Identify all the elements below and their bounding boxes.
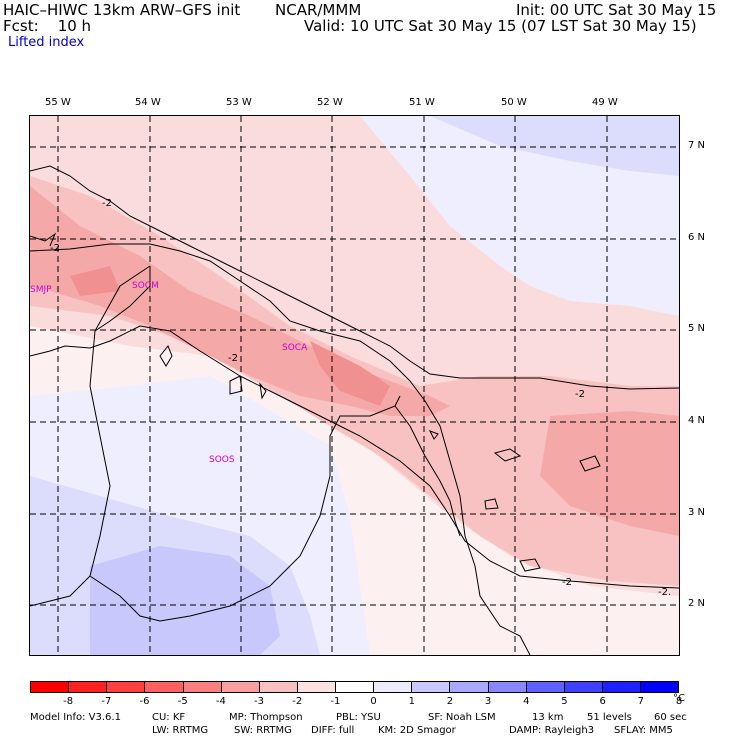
pink-core-north: [30, 186, 450, 416]
colorbar-tick-label: 0: [370, 696, 377, 707]
lon-label-50w: 50 W: [501, 97, 527, 108]
footer-mp: MP: Thompson: [229, 712, 303, 723]
pink-core-east: [540, 411, 679, 536]
lon-label-49w: 49 W: [592, 97, 618, 108]
colorbar-swatch: [145, 682, 184, 692]
footer-levels: 51 levels: [587, 712, 632, 723]
lifted-index-map: -2 -2 -2 -2 -2 -2. SMJP SOCM SOCA SOOS: [29, 115, 680, 656]
footer-damp: DAMP: Rayleigh3: [509, 725, 595, 736]
colorbar-tick-label: 5: [561, 696, 568, 707]
footer-resolution: 13 km: [532, 712, 564, 723]
org-label: NCAR/MMM: [275, 1, 362, 19]
lon-label-53w: 53 W: [226, 97, 252, 108]
colorbar-tick-label: -1: [330, 696, 341, 707]
footer-model-info: Model Info: V3.6.1: [30, 712, 121, 723]
colorbar-swatch: [107, 682, 146, 692]
colorbar-swatch: [488, 682, 527, 692]
pink-core-socа: [310, 341, 390, 406]
colorbar-unit: °C: [673, 693, 685, 704]
colorbar-swatch: [412, 682, 451, 692]
colorbar-tick-label: 3: [484, 696, 492, 707]
colorbar-tick-label: 4: [523, 696, 530, 707]
station-socm: SOCM: [132, 281, 159, 291]
colorbar-swatch: [221, 682, 260, 692]
contour-label-2: -2: [50, 243, 60, 254]
colorbar-swatch: [526, 682, 565, 692]
footer-pbl: PBL: YSU: [336, 712, 381, 723]
colorbar-tick-label: 8: [675, 696, 683, 707]
colorbar-tick-label: -7: [101, 696, 112, 707]
station-soos: SOOS: [209, 455, 235, 465]
lat-label-6n: 6 N: [688, 232, 706, 243]
colorbar-swatch: [31, 682, 70, 692]
colorbar-tick-label: -2: [292, 696, 303, 707]
colorbar-tick-label: -8: [63, 696, 74, 707]
lon-label-51w: 51 W: [409, 97, 435, 108]
lat-label-3n: 3 N: [688, 507, 706, 518]
colorbar-swatch: [69, 682, 108, 692]
colorbar-swatch: [602, 682, 641, 692]
blue-region-south-deep: [90, 546, 280, 655]
colorbar-swatch: [183, 682, 222, 692]
colorbar-swatch: [641, 682, 679, 692]
colorbar-tick-label: -4: [215, 696, 226, 707]
blue-region-northeast: [360, 116, 679, 316]
colorbar-tick-label: -5: [177, 696, 188, 707]
lat-label-2n: 2 N: [688, 598, 706, 609]
lon-label-54w: 54 W: [135, 97, 161, 108]
init-time: Init: 00 UTC Sat 30 May 15: [516, 1, 717, 19]
pink-core-west: [70, 266, 120, 296]
station-smjp: SMJP: [30, 285, 52, 295]
lat-label-4n: 4 N: [688, 415, 706, 426]
contour-label-1: -2: [102, 198, 112, 209]
footer-km: KM: 2D Smagor: [378, 725, 456, 736]
contour-label-4: -2: [575, 389, 585, 400]
contour-label-6: -2.: [658, 587, 671, 598]
colorbar-tick-label: -6: [139, 696, 150, 707]
model-title: HAIC–HIWC 13km ARW–GFS init: [3, 1, 241, 19]
colorbar: [30, 681, 679, 693]
colorbar-swatch: [336, 682, 375, 692]
contour-blobs: [30, 325, 679, 589]
valid-time: Valid: 10 UTC Sat 30 May 15 (07 LST Sat …: [304, 17, 697, 35]
colorbar-swatch: [450, 682, 489, 692]
lat-label-7n: 7 N: [688, 140, 706, 151]
colorbar-tick-label: 7: [637, 696, 644, 707]
lon-label-52w: 52 W: [317, 97, 343, 108]
colorbar-tick-label: 6: [599, 696, 606, 707]
footer-sw: SW: RRTMG: [234, 725, 292, 736]
colorbar-tick-label: -3: [254, 696, 265, 707]
lat-label-5n: 5 N: [688, 323, 706, 334]
colorbar-swatch: [297, 682, 336, 692]
lon-label-55w: 55 W: [45, 97, 71, 108]
footer-sflay: SFLAY: MM5: [614, 725, 673, 736]
coastline-borders: [30, 165, 679, 655]
map-canvas: -2 -2 -2 -2 -2 -2. SMJP SOCM SOCA SOOS: [30, 116, 679, 655]
station-soca: SOCA: [282, 343, 308, 353]
field-name: Lifted index: [8, 35, 85, 50]
footer-lw: LW: RRTMG: [152, 725, 209, 736]
contour-label-3: -2: [228, 353, 238, 364]
colorbar-swatch: [564, 682, 603, 692]
contour-label-5: -2: [562, 577, 572, 588]
blue-region-northeast-deeper: [430, 116, 679, 176]
footer-diff: DIFF: full: [311, 725, 355, 736]
footer-cu: CU: KF: [152, 712, 186, 723]
footer-sf: SF: Noah LSM: [428, 712, 496, 723]
forecast-hour: Fcst: 10 h: [3, 17, 92, 35]
footer-timestep: 60 sec: [654, 712, 687, 723]
colorbar-tick-label: 2: [446, 696, 454, 707]
colorbar-tick-label: 1: [408, 696, 415, 707]
lat-lon-grid: [30, 116, 679, 655]
colorbar-swatch: [259, 682, 298, 692]
colorbar-swatch: [374, 682, 413, 692]
